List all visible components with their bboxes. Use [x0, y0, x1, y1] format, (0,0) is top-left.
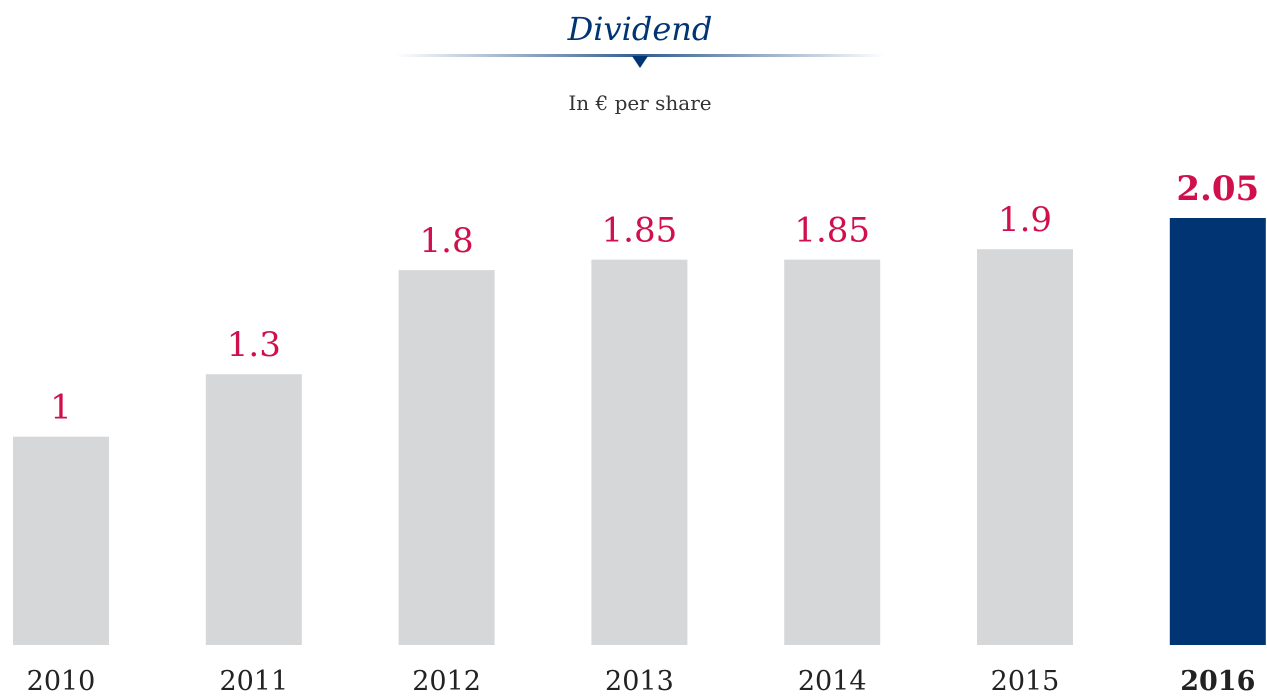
- chart-title: Dividend: [567, 10, 713, 48]
- bar: [1169, 218, 1266, 645]
- bar: [13, 436, 109, 645]
- title-rule: [395, 54, 885, 57]
- x-tick-label: 2016: [1180, 666, 1255, 697]
- bar: [784, 259, 881, 645]
- x-tick-label: 2015: [991, 666, 1060, 697]
- x-tick-label: 2011: [219, 666, 288, 697]
- x-tick-label: 2013: [605, 666, 674, 697]
- value-label: 2.05: [1176, 169, 1259, 209]
- bar: [205, 374, 302, 645]
- bar: [977, 249, 1073, 645]
- bar: [591, 259, 688, 645]
- chart-subtitle: In € per share: [568, 91, 711, 115]
- value-label: 1: [50, 388, 72, 428]
- value-label: 1.85: [794, 211, 870, 251]
- value-label: 1.8: [420, 221, 474, 261]
- bar: [398, 270, 495, 645]
- title-pointer: [632, 56, 648, 68]
- value-label: 1.9: [998, 200, 1052, 240]
- x-tick-label: 2012: [412, 666, 481, 697]
- value-label: 1.3: [227, 325, 281, 365]
- value-label: 1.85: [602, 211, 678, 251]
- x-tick-label: 2010: [27, 666, 96, 697]
- x-tick-label: 2014: [798, 666, 867, 697]
